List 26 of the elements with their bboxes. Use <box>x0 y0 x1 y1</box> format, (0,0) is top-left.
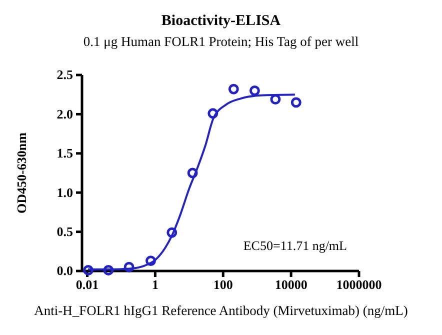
y-tick-label: 1.5 <box>56 146 74 161</box>
point <box>146 256 156 266</box>
x-tick-label: 100 <box>213 277 233 292</box>
x-tick-label: 0.01 <box>76 277 99 292</box>
chart-title: Bioactivity-ELISA <box>161 13 281 29</box>
chart-subtitle: 0.1 μg Human FOLR1 Protein; His Tag of per well <box>83 34 359 49</box>
point <box>166 227 178 238</box>
y-tick-label: 0.0 <box>56 263 73 278</box>
x-tick-label: 1 <box>152 277 158 292</box>
y-tick-label: 2.0 <box>56 106 73 122</box>
annotation: EC50=11.71 ng/mL <box>243 238 348 253</box>
y-axis-title: OD450-630nm <box>14 132 29 214</box>
point <box>249 85 260 96</box>
point <box>187 168 198 178</box>
point <box>124 262 134 272</box>
x-tick-label: 1000000 <box>336 277 382 292</box>
x-tick-label: 10000 <box>274 277 308 292</box>
point <box>290 97 302 108</box>
point <box>208 108 218 119</box>
point <box>270 94 281 105</box>
x-axis-title: Anti-H_FOLR1 hIgG1 Reference Antibody (Mirvetuximab) (ng/mL) <box>34 303 408 318</box>
point <box>103 264 114 276</box>
y-tick-label: 2.5 <box>56 67 74 82</box>
y-tick-label: 0.5 <box>56 224 74 239</box>
point <box>228 84 239 94</box>
y-tick-label: 1.0 <box>56 184 73 200</box>
